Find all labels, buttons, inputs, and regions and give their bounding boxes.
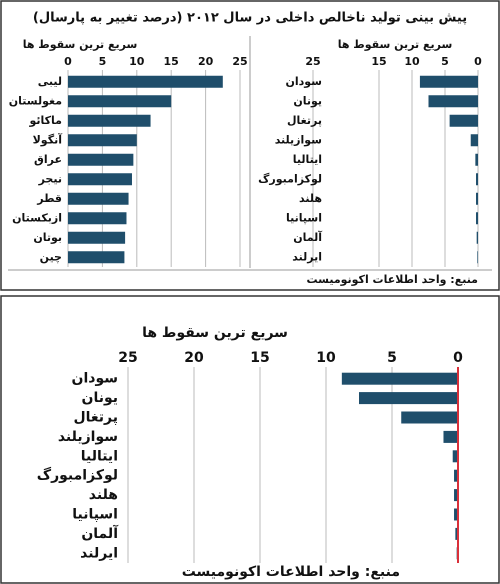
y-tick-label: آلمان (81, 524, 119, 542)
bar (476, 212, 478, 225)
bar (476, 173, 478, 186)
bar (454, 508, 458, 521)
bar (68, 192, 129, 205)
y-tick-label: یونان (293, 94, 322, 107)
bar (454, 489, 458, 502)
y-tick-label: پرتغال (73, 410, 118, 426)
y-tick-label: ایرلند (292, 250, 322, 263)
bar (455, 527, 458, 540)
y-tick-label: سوازیلند (58, 429, 118, 445)
chart-subtitle: سریع ترین سقوط ها (338, 38, 453, 51)
bar (449, 114, 478, 127)
x-tick-label: 5 (99, 55, 107, 68)
bar (443, 430, 458, 443)
bar (68, 251, 125, 264)
x-tick-label: 0 (453, 350, 463, 366)
x-tick-label: 20 (184, 350, 204, 366)
bar (68, 231, 126, 244)
y-tick-label: اسپانیا (72, 507, 118, 523)
chart-subtitle: سریع ترین سقوط ها (142, 325, 288, 341)
bar (476, 231, 478, 244)
y-tick-label: هلند (89, 487, 118, 503)
y-tick-label: نیجر (38, 172, 62, 185)
bar (454, 469, 458, 482)
bar (68, 75, 223, 88)
bar (401, 411, 458, 424)
x-tick-label: 0 (64, 55, 72, 68)
x-tick-label: 15 (164, 55, 179, 68)
chart-subtitle: سریع ترین سقوط ها (23, 38, 138, 51)
x-tick-label: 25 (305, 55, 320, 68)
bottom-panel (0, 295, 500, 584)
source-note: منبع: واحد اطلاعات اکونومیست (307, 273, 479, 286)
y-tick-label: سوازیلند (275, 133, 322, 146)
x-tick-label: 5 (387, 350, 397, 366)
bar (475, 153, 478, 166)
bar (476, 192, 478, 205)
chart-title: پیش بینی تولید ناخالص داخلی در سال ۲۰۱۲ … (33, 11, 467, 26)
y-tick-label: پرتغال (287, 114, 322, 127)
bar (68, 173, 132, 186)
y-tick-label: ماکائو (29, 114, 63, 127)
x-tick-label: 15 (371, 55, 386, 68)
x-tick-label: 5 (441, 55, 449, 68)
x-tick-label: 20 (198, 55, 214, 68)
x-tick-label: 10 (316, 350, 336, 366)
x-tick-label: 15 (250, 350, 269, 366)
bar (68, 134, 137, 147)
bar (359, 392, 458, 405)
y-tick-label: اسپانیا (286, 211, 322, 224)
bar (68, 114, 151, 127)
y-tick-label: عراق (34, 153, 62, 166)
y-tick-label: آنگولا (33, 132, 63, 146)
x-tick-label: 10 (404, 55, 420, 68)
y-tick-label: لوکزامبورگ (37, 467, 118, 484)
y-tick-label: ازبکستان (12, 211, 62, 224)
y-tick-label: ایتالیا (293, 153, 322, 166)
y-tick-label: ایتالیا (81, 448, 118, 464)
bar (68, 153, 134, 166)
x-tick-label: 10 (129, 55, 145, 68)
bar (68, 95, 172, 108)
y-tick-label: ایرلند (80, 545, 118, 561)
y-tick-label: آلمان (293, 230, 322, 244)
y-tick-label: لوکزامبورگ (258, 171, 322, 185)
y-tick-label: هلند (299, 192, 322, 205)
bar (428, 95, 478, 108)
bar (477, 251, 478, 264)
y-tick-label: یونان (82, 390, 119, 406)
y-tick-label: بوتان (33, 231, 62, 244)
bar (419, 75, 478, 88)
bar (68, 212, 127, 225)
y-tick-label: لیبی (38, 75, 62, 88)
bar (470, 134, 478, 147)
y-tick-label: چین (40, 250, 62, 263)
y-tick-label: سودان (285, 75, 322, 88)
x-tick-label: 0 (474, 55, 482, 68)
source-note: منبع: واحد اطلاعات اکونومیست (182, 564, 400, 580)
x-tick-label: 25 (232, 55, 247, 68)
y-tick-label: مغولستان (9, 94, 62, 107)
x-tick-label: 25 (118, 350, 137, 366)
bar (452, 450, 458, 463)
y-tick-label: قطر (36, 192, 62, 205)
y-tick-label: سودان (72, 371, 118, 387)
bar (341, 372, 458, 385)
